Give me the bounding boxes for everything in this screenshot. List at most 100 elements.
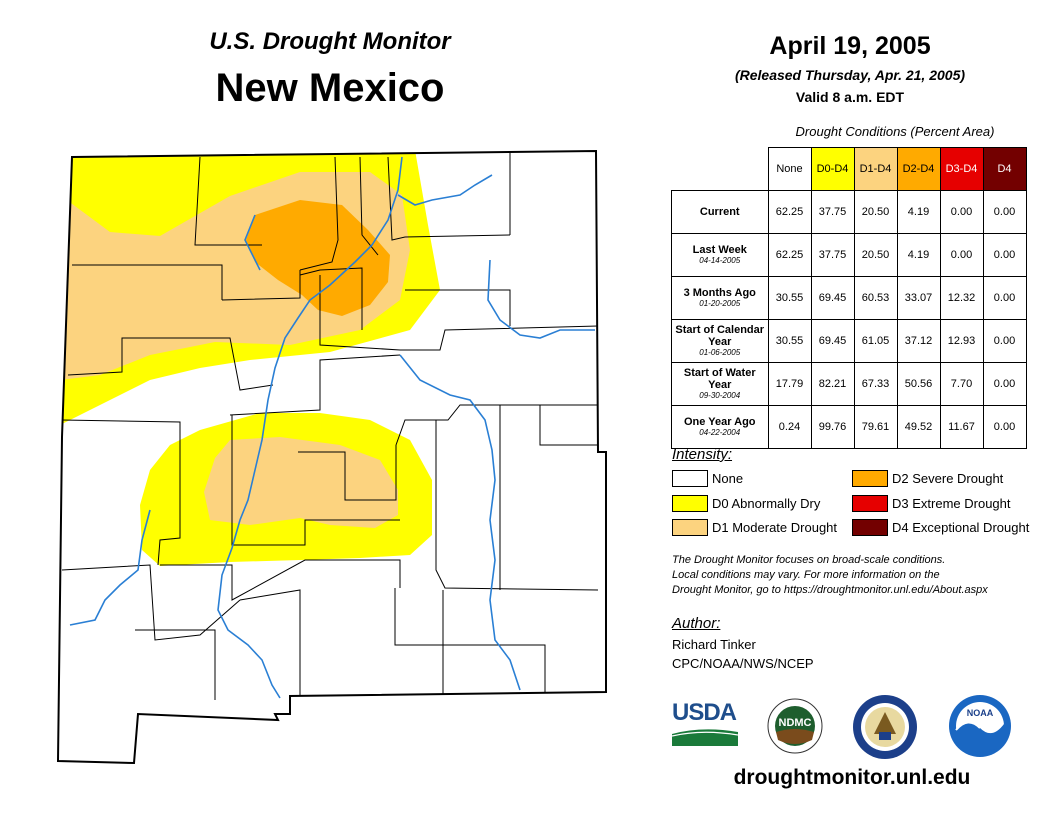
legend-swatch <box>672 470 708 487</box>
table-cell: 49.52 <box>896 405 941 449</box>
table-cell: 37.12 <box>896 319 941 363</box>
commerce-seal-logo <box>852 694 918 765</box>
row-date: 09-30-2004 <box>699 391 741 400</box>
row-date: 01-06-2005 <box>699 348 741 357</box>
legend-label: D3 Extreme Drought <box>892 496 1011 511</box>
row-date: 04-22-2004 <box>699 428 741 437</box>
legend-swatch <box>852 495 888 512</box>
row-label-text: Start of Calendar Year <box>675 324 765 348</box>
header-d0-d4: D0-D4 <box>810 147 855 191</box>
map-date: April 19, 2005 <box>769 32 931 60</box>
row-label: 3 Months Ago 01-20-2005 <box>671 276 769 320</box>
new-mexico-drought-map <box>56 149 607 765</box>
table-cell: 61.05 <box>853 319 898 363</box>
rivers <box>69 156 595 699</box>
table-cell: 60.53 <box>853 276 898 320</box>
d1-area-south <box>204 437 398 528</box>
table-cell: 11.67 <box>939 405 984 449</box>
table-cell: 12.32 <box>939 276 984 320</box>
valid-time: Valid 8 a.m. EDT <box>795 89 905 105</box>
table-cell: 7.70 <box>939 362 984 406</box>
legend-label: D2 Severe Drought <box>892 471 1004 486</box>
table-cell: 0.00 <box>982 233 1027 277</box>
legend-label: D0 Abnormally Dry <box>712 496 821 511</box>
table-cell: 12.93 <box>939 319 984 363</box>
table-row: Start of Water Year 09-30-2004 17.79 82.21 6… <box>671 362 1027 406</box>
county-lines <box>61 151 599 700</box>
usda-logo: USDA <box>671 699 739 748</box>
row-label: Start of Calendar Year 01-06-2005 <box>671 319 769 363</box>
website-url[interactable]: droughtmonitor.unl.edu <box>733 766 971 789</box>
table-row: Current 62.25 37.75 20.50 4.19 0.00 0.00 <box>671 190 1027 234</box>
legend-swatch <box>672 519 708 536</box>
row-label-text: One Year Ago <box>683 416 756 428</box>
usda-logo-swoosh <box>671 729 739 746</box>
author-title: Author: <box>672 615 721 632</box>
noaa-logo: NOAA <box>948 694 1012 763</box>
table-cell: 0.00 <box>982 276 1027 320</box>
table-cell: 0.00 <box>982 319 1027 363</box>
table-cell: 30.55 <box>767 276 812 320</box>
ndmc-logo: NDMC <box>762 698 828 759</box>
legend-swatch <box>852 519 888 536</box>
row-label-text: Last Week <box>692 244 747 256</box>
legend-label: D4 Exceptional Drought <box>892 520 1030 535</box>
table-row: One Year Ago 04-22-2004 0.24 99.76 79.61 49.5… <box>671 405 1027 449</box>
table-cell: 99.76 <box>810 405 855 449</box>
table-cell: 4.19 <box>896 233 941 277</box>
row-label: Current <box>671 190 769 234</box>
table-cell: 0.00 <box>982 362 1027 406</box>
ndmc-logo-text: NDMC <box>778 717 812 729</box>
note-line-3: Drought Monitor, go to https://droughtmo… <box>672 584 988 596</box>
table-cell: 50.56 <box>896 362 941 406</box>
row-label-text: Current <box>699 206 740 218</box>
d2-area-north <box>246 200 390 316</box>
table-caption: Drought Conditions (Percent Area) <box>795 124 995 139</box>
table-cell: 20.50 <box>853 233 898 277</box>
table-cell: 37.75 <box>810 233 855 277</box>
map-note: The Drought Monitor focuses on broad-sca… <box>672 553 1042 598</box>
legend-label: None <box>712 471 744 486</box>
usda-logo-text: USDA <box>672 699 737 726</box>
table-cell: 67.33 <box>853 362 898 406</box>
table-cell: 0.00 <box>939 190 984 234</box>
map-title: New Mexico <box>215 66 445 110</box>
header-none: None <box>767 147 812 191</box>
map-subtitle: U.S. Drought Monitor <box>209 28 451 55</box>
row-label-text: 3 Months Ago <box>683 287 756 299</box>
drought-conditions-table: None D0-D4 D1-D4 D2-D4 D3-D4 D4 Current 6… <box>671 147 1027 449</box>
table-cell: 4.19 <box>896 190 941 234</box>
note-line-2: Local conditions may vary. For more info… <box>672 569 940 581</box>
table-cell: 0.00 <box>982 190 1027 234</box>
header-d1-d4: D1-D4 <box>853 147 898 191</box>
legend-title: Intensity: <box>672 446 733 463</box>
table-cell: 62.25 <box>767 233 812 277</box>
table-cell: 0.00 <box>982 405 1027 449</box>
row-label: Start of Water Year 09-30-2004 <box>671 362 769 406</box>
state-boundary <box>56 149 607 765</box>
author-name: Richard Tinker <box>672 637 756 652</box>
release-date: (Released Thursday, Apr. 21, 2005) <box>734 67 966 83</box>
row-date: 01-20-2005 <box>699 299 741 308</box>
table-row: Start of Calendar Year 01-06-2005 30.55 69.… <box>671 319 1027 363</box>
legend-label: D1 Moderate Drought <box>712 520 838 535</box>
table-cell: 37.75 <box>810 190 855 234</box>
row-date: 04-14-2005 <box>699 256 741 265</box>
table-cell: 20.50 <box>853 190 898 234</box>
table-row: Last Week 04-14-2005 62.25 37.75 20.50 4.19 0.… <box>671 233 1027 277</box>
table-cell: 0.24 <box>767 405 812 449</box>
header-blank-cell <box>672 148 769 191</box>
header-d3-d4: D3-D4 <box>939 147 984 191</box>
table-cell: 82.21 <box>810 362 855 406</box>
author-org: CPC/NOAA/NWS/NCEP <box>672 656 814 671</box>
table-cell: 62.25 <box>767 190 812 234</box>
table-cell: 69.45 <box>810 276 855 320</box>
table-cell: 69.45 <box>810 319 855 363</box>
legend-swatch <box>852 470 888 487</box>
table-cell: 17.79 <box>767 362 812 406</box>
table-row: 3 Months Ago 01-20-2005 30.55 69.45 60.53 33.… <box>671 276 1027 320</box>
noaa-logo-text: NOAA <box>966 708 994 718</box>
row-label: One Year Ago 04-22-2004 <box>671 405 769 449</box>
row-label-text: Start of Water Year <box>683 367 756 391</box>
note-line-1: The Drought Monitor focuses on broad-sca… <box>672 554 946 566</box>
